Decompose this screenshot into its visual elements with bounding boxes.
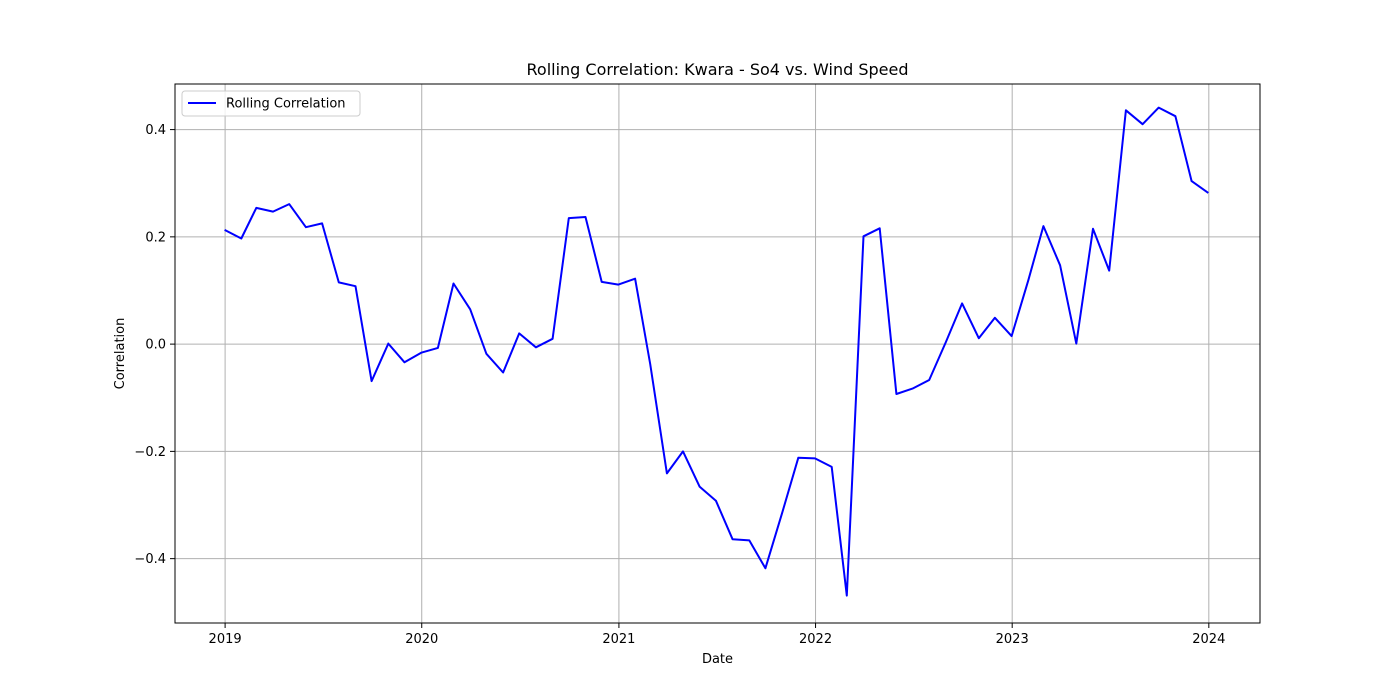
x-tick-label: 2022 (799, 632, 832, 647)
y-tick-label: 0.0 (145, 338, 166, 353)
y-tick-label: −0.2 (134, 445, 166, 460)
y-tick-label: 0.2 (145, 230, 166, 245)
legend-box (181, 90, 361, 117)
x-tick-label: 2023 (996, 632, 1029, 647)
series-line-rolling-correlation (224, 106, 1209, 597)
plot-area-frame (174, 83, 1261, 624)
chart-title: Rolling Correlation: Kwara - So4 vs. Win… (527, 60, 909, 79)
x-axis: 2019 2020 2021 2022 2023 2024 (209, 623, 1225, 647)
series-layer (224, 106, 1209, 597)
y-axis-label: Correlation (113, 318, 128, 390)
x-tick-label: 2024 (1192, 632, 1225, 647)
y-axis: −0.4 −0.2 0.0 0.2 0.4 (134, 123, 175, 567)
legend: Rolling Correlation (181, 90, 361, 117)
x-tick-label: 2021 (602, 632, 635, 647)
x-tick-label: 2020 (405, 632, 438, 647)
x-tick-label: 2019 (209, 632, 242, 647)
grid-lines (175, 84, 1260, 623)
y-tick-label: −0.4 (134, 552, 166, 567)
y-tick-label: 0.4 (145, 123, 166, 138)
x-axis-label: Date (702, 652, 733, 667)
legend-label: Rolling Correlation (226, 97, 346, 112)
